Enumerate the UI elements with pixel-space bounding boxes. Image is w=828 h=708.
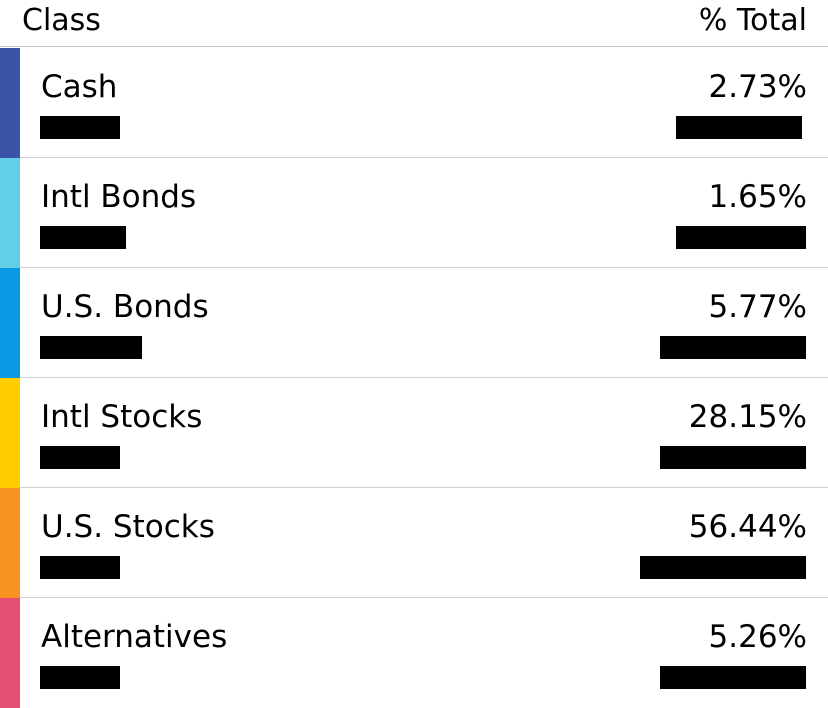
class-name: Alternatives — [41, 619, 228, 655]
redacted-amount — [660, 336, 806, 359]
list-item-cash[interactable]: Cash 2.73% — [0, 48, 828, 158]
class-name: U.S. Bonds — [41, 289, 209, 325]
row-divider — [20, 597, 828, 598]
class-name: U.S. Stocks — [41, 509, 215, 545]
color-swatch — [0, 268, 20, 378]
class-name: Intl Stocks — [41, 399, 203, 435]
list-item-intl-bonds[interactable]: Intl Bonds 1.65% — [0, 158, 828, 268]
table-header: Class % Total — [0, 0, 828, 47]
percent-total: 2.73% — [708, 69, 807, 105]
percent-total: 5.77% — [708, 289, 807, 325]
row-divider — [20, 267, 828, 268]
row-divider — [20, 157, 828, 158]
redacted-value — [40, 556, 120, 579]
color-swatch — [0, 378, 20, 488]
redacted-amount — [660, 666, 806, 689]
percent-total: 5.26% — [708, 619, 807, 655]
column-header-total[interactable]: % Total — [698, 3, 807, 38]
row-divider — [20, 377, 828, 378]
row-divider — [20, 487, 828, 488]
color-swatch — [0, 488, 20, 598]
redacted-value — [40, 446, 120, 469]
redacted-value — [40, 116, 120, 139]
redacted-amount — [640, 556, 806, 579]
list-item-intl-stocks[interactable]: Intl Stocks 28.15% — [0, 378, 828, 488]
percent-total: 28.15% — [688, 399, 807, 435]
percent-total: 56.44% — [688, 509, 807, 545]
redacted-amount — [676, 116, 802, 139]
color-swatch — [0, 158, 20, 268]
redacted-value — [40, 336, 142, 359]
redacted-amount — [676, 226, 806, 249]
redacted-value — [40, 226, 126, 249]
list-item-us-stocks[interactable]: U.S. Stocks 56.44% — [0, 488, 828, 598]
percent-total: 1.65% — [708, 179, 807, 215]
list-item-alternatives[interactable]: Alternatives 5.26% — [0, 598, 828, 708]
redacted-amount — [660, 446, 806, 469]
color-swatch — [0, 598, 20, 708]
color-swatch — [0, 48, 20, 158]
class-name: Cash — [41, 69, 118, 105]
class-name: Intl Bonds — [41, 179, 197, 215]
list-item-us-bonds[interactable]: U.S. Bonds 5.77% — [0, 268, 828, 378]
redacted-value — [40, 666, 120, 689]
allocation-list: Cash 2.73% Intl Bonds 1.65% U.S. Bonds 5… — [0, 48, 828, 708]
column-header-class[interactable]: Class — [22, 3, 101, 38]
